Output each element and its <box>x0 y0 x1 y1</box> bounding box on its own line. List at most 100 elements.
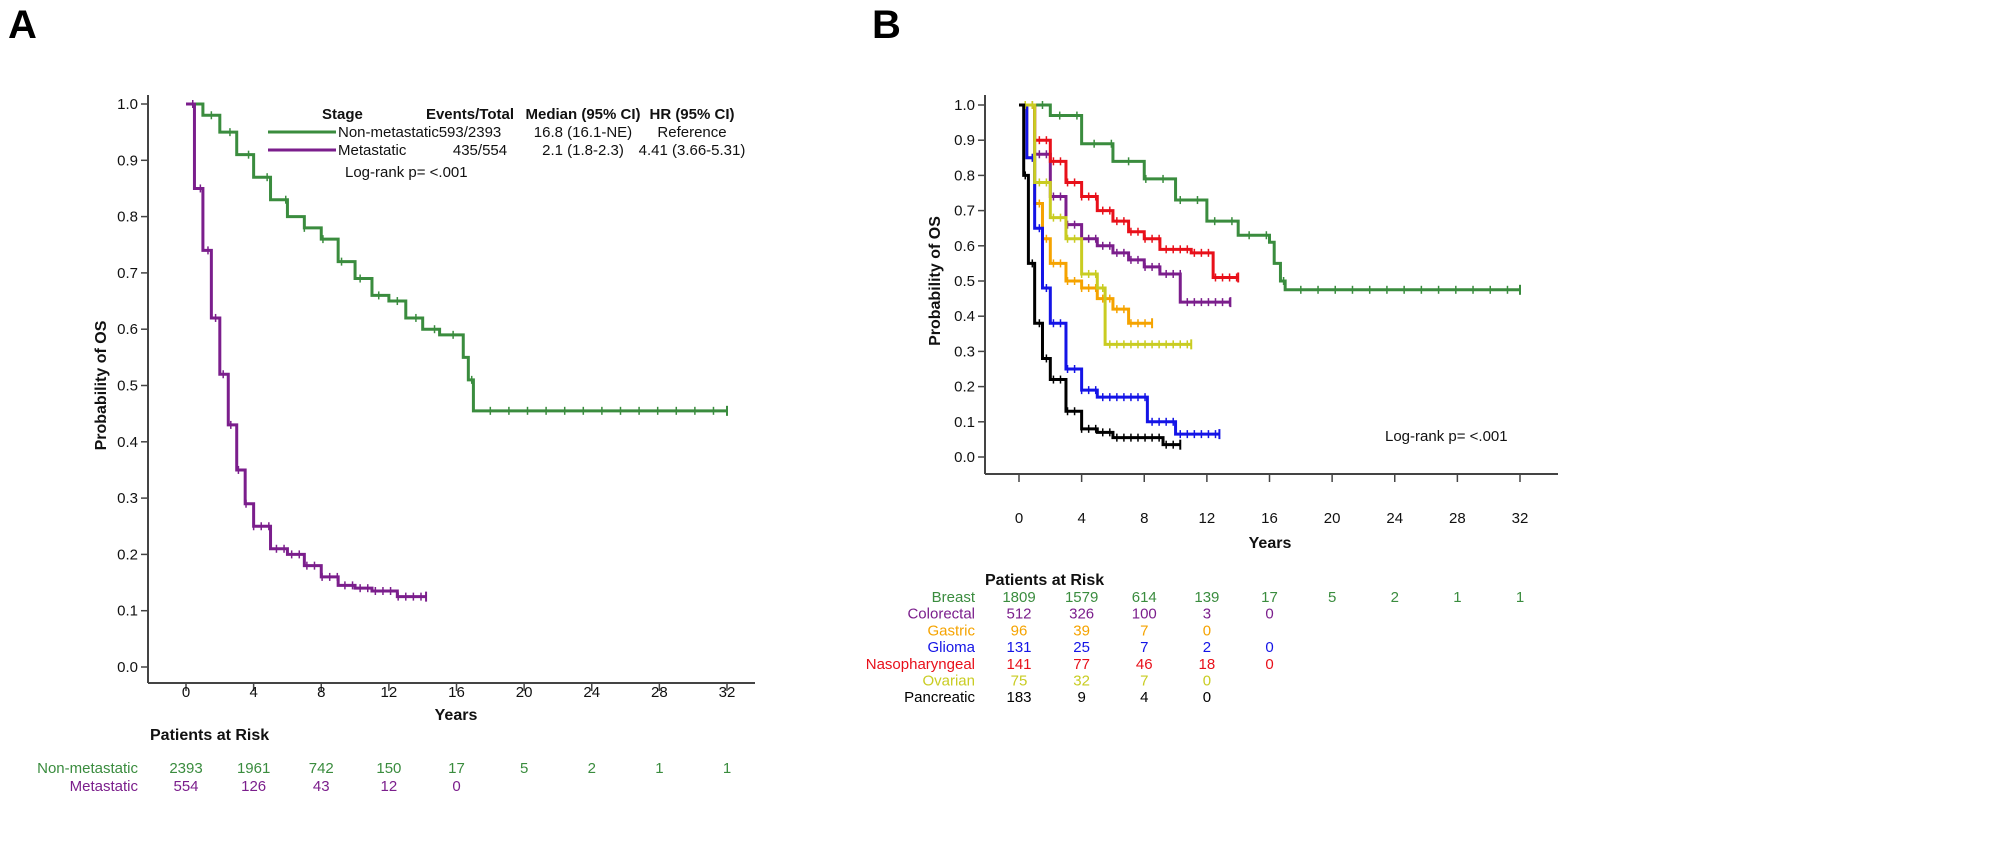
x-tick-label: 16 <box>1261 510 1278 527</box>
risk-value: 0 <box>1203 673 1211 690</box>
risk-value: 96 <box>1011 622 1028 639</box>
risk-value: 75 <box>1011 673 1028 690</box>
km-curve-ovarian <box>1019 103 1192 346</box>
risk-value: 1809 <box>1002 589 1035 606</box>
risk-value: 1579 <box>1065 589 1098 606</box>
km-curve-pancreatic <box>1019 103 1181 447</box>
risk-value: 77 <box>1073 656 1090 673</box>
x-tick-label: 4 <box>1077 510 1085 527</box>
x-tick-label: 28 <box>651 684 668 701</box>
risk-value: 2 <box>1391 589 1399 606</box>
risk-value: 326 <box>1069 606 1094 623</box>
x-tick-label: 8 <box>1140 510 1148 527</box>
km-curve-nasopharyngeal <box>1019 103 1239 279</box>
risk-row-label: Ovarian <box>922 673 975 690</box>
risk-value: 17 <box>448 760 465 777</box>
risk-value: 5 <box>520 760 528 777</box>
risk-value: 0 <box>1265 639 1273 656</box>
risk-value: 7 <box>1140 673 1148 690</box>
risk-value: 4 <box>1140 689 1148 706</box>
risk-row-label: Breast <box>932 589 976 606</box>
risk-value: 554 <box>173 778 198 795</box>
y-tick-label: 0.0 <box>954 449 975 466</box>
risk-row-label: Metastatic <box>70 778 139 795</box>
y-tick-label: 0.1 <box>954 414 975 431</box>
risk-value: 0 <box>1265 606 1273 623</box>
risk-value: 139 <box>1194 589 1219 606</box>
risk-value: 512 <box>1006 606 1031 623</box>
y-tick-label: 1.0 <box>117 96 138 113</box>
legend-name: Metastatic <box>338 142 407 159</box>
risk-value: 1 <box>655 760 663 777</box>
x-tick-label: 32 <box>1512 510 1529 527</box>
risk-value: 150 <box>376 760 401 777</box>
y-tick-label: 0.7 <box>117 265 138 282</box>
y-tick-label: 0.8 <box>117 209 138 226</box>
y-tick-label: 0.9 <box>954 132 975 149</box>
y-tick-label: 0.6 <box>117 321 138 338</box>
log-rank-annotation: Log-rank p= <.001 <box>345 164 468 181</box>
risk-value: 1 <box>1516 589 1524 606</box>
panel-label-b: B <box>872 3 901 47</box>
legend-name: Non-metastatic <box>338 124 439 141</box>
legend-header: Events/Total <box>426 106 514 123</box>
risk-value: 9 <box>1077 689 1085 706</box>
y-tick-label: 0.3 <box>954 343 975 360</box>
risk-value: 43 <box>313 778 330 795</box>
risk-value: 742 <box>309 760 334 777</box>
risk-value: 2 <box>1203 639 1211 656</box>
x-tick-label: 28 <box>1449 510 1466 527</box>
x-tick-label: 16 <box>448 684 465 701</box>
km-curve-non-metastatic <box>186 102 727 413</box>
x-tick-label: 4 <box>249 684 257 701</box>
y-tick-label: 0.5 <box>117 378 138 395</box>
risk-value: 0 <box>1265 656 1273 673</box>
risk-value: 12 <box>381 778 398 795</box>
risk-value: 17 <box>1261 589 1278 606</box>
risk-value: 39 <box>1073 622 1090 639</box>
risk-row-label: Glioma <box>927 639 975 656</box>
risk-value: 5 <box>1328 589 1336 606</box>
risk-value: 25 <box>1073 639 1090 656</box>
panel-label-a: A <box>8 3 37 47</box>
legend-hr: 4.41 (3.66-5.31) <box>639 142 746 159</box>
risk-value: 7 <box>1140 639 1148 656</box>
risk-value: 3 <box>1203 606 1211 623</box>
y-tick-label: 0.5 <box>954 273 975 290</box>
legend-events-total: 435/554 <box>453 142 507 159</box>
risk-value: 100 <box>1132 606 1157 623</box>
x-tick-label: 20 <box>516 684 533 701</box>
risk-table-title: Patients at Risk <box>150 727 269 744</box>
risk-row-label: Non-metastatic <box>37 760 138 777</box>
risk-row-label: Gastric <box>927 622 975 639</box>
risk-row-label: Pancreatic <box>904 689 975 706</box>
x-tick-label: 32 <box>719 684 736 701</box>
y-tick-label: 0.7 <box>954 203 975 220</box>
y-tick-label: 0.4 <box>117 434 138 451</box>
legend-hr: Reference <box>657 124 726 141</box>
y-tick-label: 0.3 <box>117 490 138 507</box>
risk-value: 0 <box>1203 689 1211 706</box>
y-tick-label: 0.4 <box>954 308 975 325</box>
y-tick-label: 0.8 <box>954 167 975 184</box>
risk-value: 0 <box>1203 622 1211 639</box>
y-tick-label: 0.0 <box>117 659 138 676</box>
x-axis-title: Years <box>435 707 478 724</box>
x-tick-label: 0 <box>182 684 190 701</box>
risk-value: 126 <box>241 778 266 795</box>
risk-value: 46 <box>1136 656 1153 673</box>
x-tick-label: 12 <box>381 684 398 701</box>
risk-value: 7 <box>1140 622 1148 639</box>
y-tick-label: 1.0 <box>954 97 975 114</box>
risk-value: 2393 <box>169 760 202 777</box>
risk-value: 1961 <box>237 760 270 777</box>
risk-value: 614 <box>1132 589 1157 606</box>
log-rank-annotation: Log-rank p= <.001 <box>1385 428 1508 445</box>
legend-median: 16.8 (16.1-NE) <box>534 124 632 141</box>
y-axis-title: Probability of OS <box>93 320 110 450</box>
risk-value: 183 <box>1006 689 1031 706</box>
x-tick-label: 24 <box>583 684 600 701</box>
legend-header: HR (95% CI) <box>649 106 734 123</box>
x-tick-label: 20 <box>1324 510 1341 527</box>
